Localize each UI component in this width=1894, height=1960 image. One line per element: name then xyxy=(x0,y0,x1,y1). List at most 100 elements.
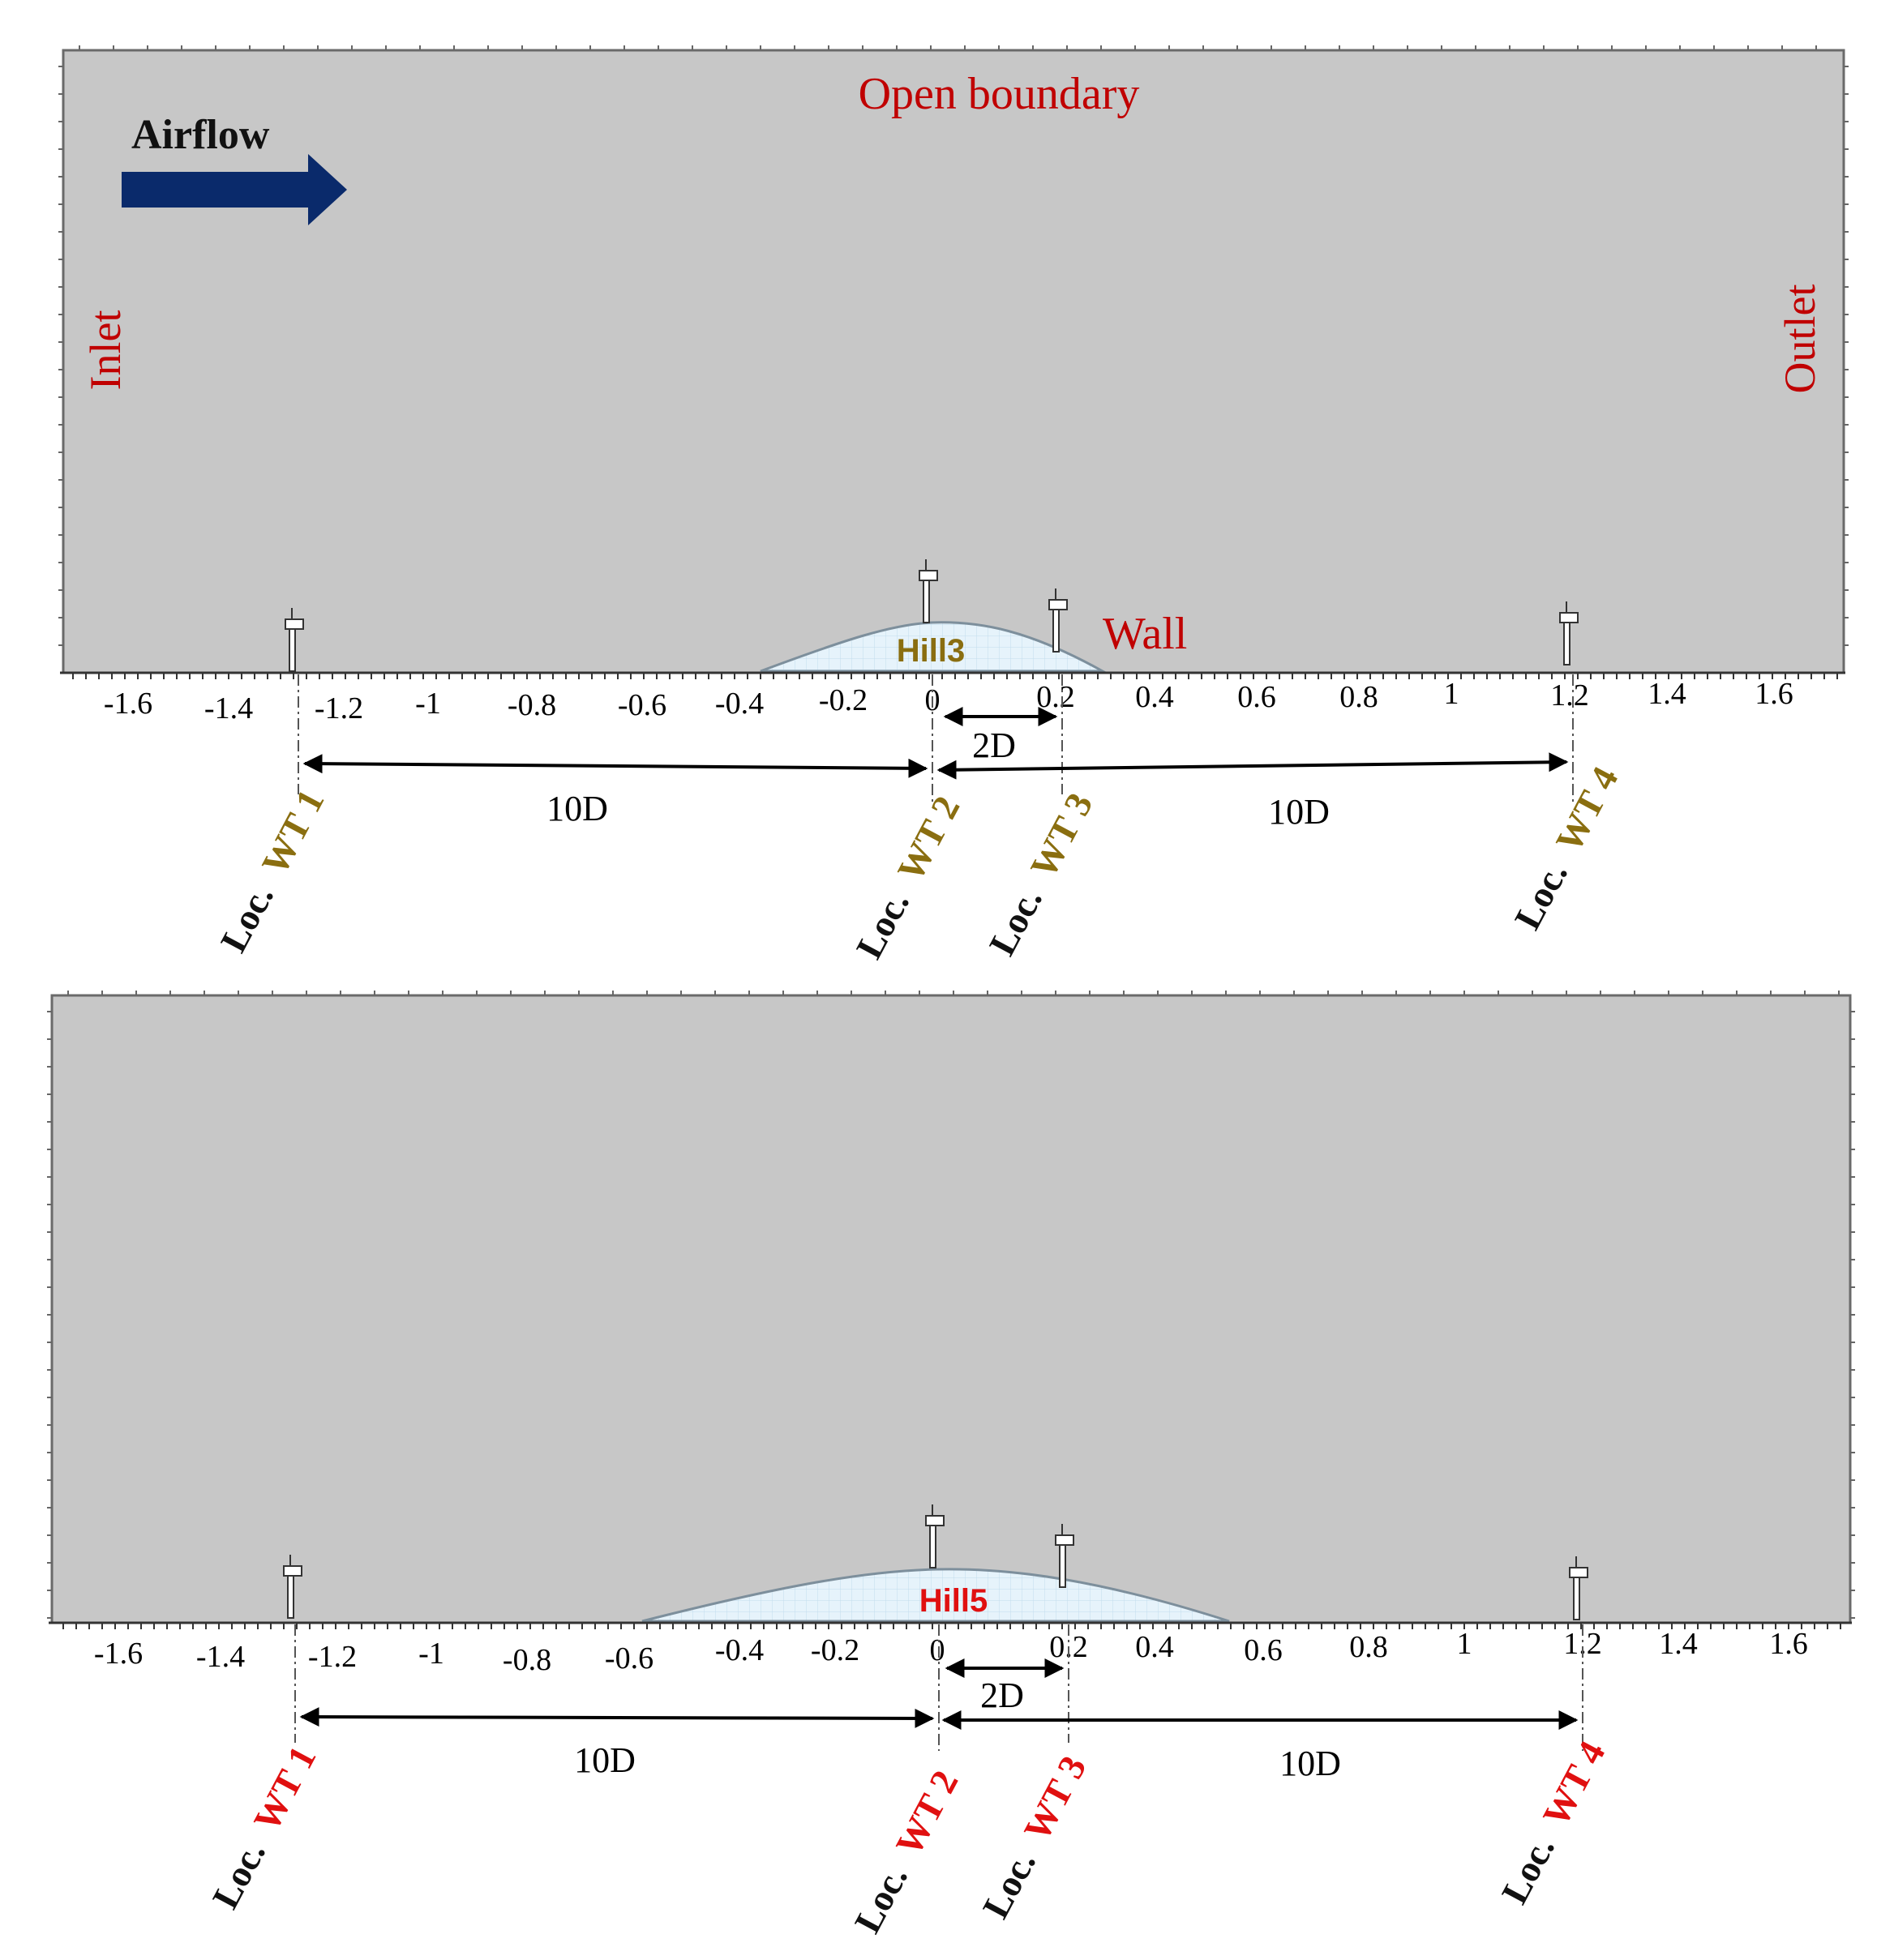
tick-label: 1.2 xyxy=(1550,678,1589,713)
turbine-nacelle xyxy=(1048,599,1068,610)
wt-label: WT 4 xyxy=(1535,1735,1613,1833)
bottom-tick-labels: -1.6 -1.4 -1.2 -1 -0.8 -0.6 -0.4 -0.2 0 … xyxy=(94,1627,1808,1677)
tick-label: -0.6 xyxy=(618,688,666,722)
airflow-arrow xyxy=(122,154,347,225)
dim-2d-label: 2D xyxy=(972,725,1016,765)
top-wt-location-labels: Loc. WT 1 Loc. WT 2 Loc. WT 3 Loc. WT 4 xyxy=(212,760,1626,965)
tick-label: 0.4 xyxy=(1135,680,1174,714)
tick-label: 0.6 xyxy=(1237,680,1276,714)
tick-label: -1.6 xyxy=(94,1637,143,1671)
turbine-tower xyxy=(1059,1544,1066,1588)
wind-turbine-1-icon xyxy=(285,608,304,672)
turbine-nacelle xyxy=(285,618,304,630)
tick-label: -1.4 xyxy=(196,1640,245,1674)
inlet-label: Inlet xyxy=(81,310,130,391)
turbine-tower xyxy=(923,580,930,623)
dim-10d-right-label: 10D xyxy=(1279,1744,1341,1783)
dim-10d-left-arrow xyxy=(302,754,928,778)
bottom-domain-rect xyxy=(50,994,1852,1624)
tick-label: 1 xyxy=(1444,677,1459,711)
loc-prefix: Loc. xyxy=(981,881,1050,962)
tick-label: 1.6 xyxy=(1769,1627,1808,1661)
top-x-axis xyxy=(60,671,1845,679)
tick-label: 0 xyxy=(930,1633,945,1667)
tick-label: 0.4 xyxy=(1135,1630,1174,1664)
tick-label: -1 xyxy=(418,1637,444,1671)
dim-10d-right-arrow xyxy=(936,752,1569,780)
wind-turbine-2-icon xyxy=(925,1504,945,1568)
hill3-shape xyxy=(760,621,1108,673)
bottom-frame-ticks xyxy=(47,991,1855,1619)
turbine-nacelle xyxy=(1055,1534,1074,1546)
wt3-location-label: Loc. WT 3 xyxy=(981,786,1101,962)
tick-label: -1.2 xyxy=(308,1640,357,1674)
wall-label: Wall xyxy=(1103,609,1187,659)
tick-label: 1.4 xyxy=(1659,1627,1698,1661)
wind-turbine-4-icon xyxy=(1569,1556,1588,1620)
top-tick-labels: -1.6 -1.4 -1.2 -1 -0.8 -0.6 -0.4 -0.2 0 … xyxy=(104,677,1793,725)
top-dimension-arrows xyxy=(302,707,1569,780)
turbine-tower xyxy=(1052,609,1060,653)
tick-label: -0.4 xyxy=(715,1633,764,1667)
dim-10d-left-label: 10D xyxy=(574,1740,636,1780)
wt2-location-label: Loc. WT 2 xyxy=(846,1764,966,1940)
tick-label: 1 xyxy=(1457,1627,1472,1661)
tick-label: -0.8 xyxy=(503,1643,551,1677)
loc-prefix: Loc. xyxy=(1506,855,1575,936)
dim-10d-left-label: 10D xyxy=(546,789,608,828)
tick-label: -0.8 xyxy=(508,688,556,722)
wt-label: WT 2 xyxy=(889,790,968,888)
tick-label: 0.6 xyxy=(1244,1633,1283,1667)
loc-prefix: Loc. xyxy=(212,878,281,959)
wt4-location-label: Loc. WT 4 xyxy=(1506,760,1626,936)
tick-label: -1.6 xyxy=(104,687,152,721)
turbine-tower xyxy=(929,1525,936,1568)
wt1-location-label: Loc. WT 1 xyxy=(204,1740,324,1915)
tick-label: 0.8 xyxy=(1349,1630,1388,1664)
turbine-nacelle xyxy=(925,1515,945,1526)
dim-2d-label: 2D xyxy=(980,1675,1024,1715)
airflow-label: Airflow xyxy=(131,112,270,158)
tick-label: -1.4 xyxy=(204,691,253,725)
turbine-nacelle xyxy=(1559,612,1579,623)
wt-label: WT 4 xyxy=(1548,760,1626,858)
hill5-label: Hill5 xyxy=(919,1583,988,1619)
turbine-nacelle xyxy=(1569,1567,1588,1578)
wt2-location-label: Loc. WT 2 xyxy=(848,790,968,965)
wt-label: WT 1 xyxy=(246,1740,324,1838)
dim-10d-left-arrow xyxy=(299,1707,935,1728)
tick-label: 0.2 xyxy=(1036,680,1075,714)
wt-label: WT 3 xyxy=(1022,786,1101,884)
wt3-location-label: Loc. WT 3 xyxy=(975,1749,1095,1925)
tick-label: -0.2 xyxy=(811,1633,859,1667)
dim-10d-right-label: 10D xyxy=(1268,792,1330,832)
turbine-nacelle xyxy=(919,570,938,581)
wind-turbine-2-icon xyxy=(919,559,938,623)
turbine-tower xyxy=(1573,1577,1580,1620)
tick-label: -0.4 xyxy=(715,687,764,721)
wt-label: WT 1 xyxy=(254,783,332,881)
tick-label: -1 xyxy=(415,687,441,721)
turbine-tower xyxy=(289,628,296,672)
wind-turbine-3-icon xyxy=(1048,588,1068,653)
turbine-tower xyxy=(287,1575,294,1619)
open-boundary-label: Open boundary xyxy=(859,69,1140,119)
top-panel: Open boundary Airflow Inlet Outlet Hill3… xyxy=(58,45,1849,965)
turbine-nacelle xyxy=(283,1565,302,1577)
top-location-guides xyxy=(298,674,1574,804)
loc-prefix: Loc. xyxy=(975,1844,1043,1925)
wt-label: WT 3 xyxy=(1016,1749,1095,1847)
wt1-location-label: Loc. WT 1 xyxy=(212,783,332,959)
tick-label: 0.8 xyxy=(1339,680,1378,714)
loc-prefix: Loc. xyxy=(848,884,917,965)
tick-label: -0.6 xyxy=(605,1641,653,1675)
bottom-x-axis xyxy=(49,1621,1852,1629)
top-frame-ticks xyxy=(58,45,1849,646)
turbine-tower xyxy=(1563,622,1570,665)
outlet-label: Outlet xyxy=(1776,285,1824,394)
top-domain-rect xyxy=(62,49,1845,674)
loc-prefix: Loc. xyxy=(846,1859,915,1940)
tick-label: 1.4 xyxy=(1648,677,1686,711)
tick-label: -1.2 xyxy=(315,691,363,725)
